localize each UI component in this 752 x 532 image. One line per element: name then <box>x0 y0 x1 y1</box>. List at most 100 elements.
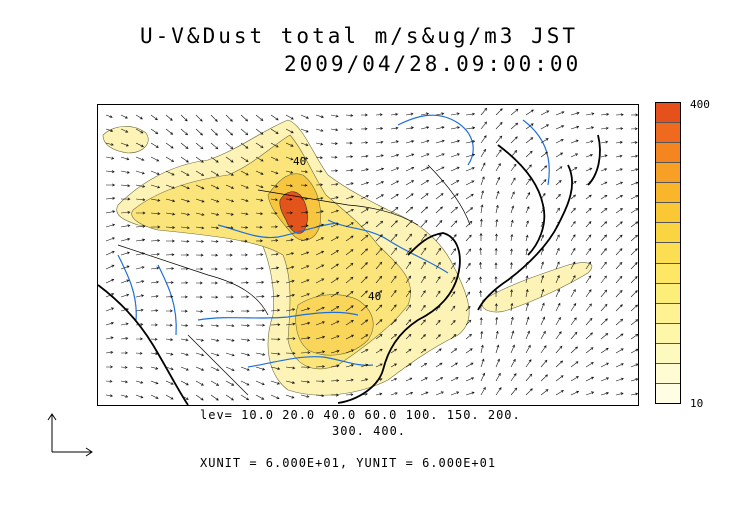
wind-vector <box>540 110 550 116</box>
wind-vector <box>165 380 174 385</box>
wind-vector <box>345 393 354 397</box>
wind-vector <box>450 126 461 130</box>
wind-vector <box>135 184 146 188</box>
wind-vector <box>585 362 594 368</box>
wind-vector <box>585 391 595 396</box>
wind-vector <box>585 221 592 228</box>
wind-vector <box>345 182 354 186</box>
wind-vector <box>435 334 441 340</box>
wind-vector <box>570 376 579 382</box>
wind-vector <box>360 392 368 396</box>
wind-vector <box>479 247 483 256</box>
wind-vector <box>405 206 414 214</box>
wind-vector <box>555 152 564 158</box>
wind-vector <box>495 121 503 130</box>
wind-vector <box>525 288 529 298</box>
wind-vector <box>345 127 353 131</box>
wind-vector <box>210 394 219 401</box>
wind-vector <box>570 390 580 396</box>
wind-vector <box>120 156 130 161</box>
wind-vector <box>615 140 623 144</box>
wind-vector <box>255 184 264 189</box>
wind-vector <box>240 170 249 176</box>
wind-vector <box>585 140 594 144</box>
wind-vector <box>315 128 324 132</box>
colorbar <box>655 102 681 404</box>
wind-vector <box>494 303 498 312</box>
wind-vector <box>450 153 460 158</box>
wind-vector <box>420 275 426 284</box>
wind-vector <box>255 366 266 371</box>
wind-vector <box>300 336 311 340</box>
wind-vector <box>390 247 398 256</box>
wind-vector <box>495 176 500 186</box>
wind-vector <box>330 209 339 214</box>
wind-vector <box>240 239 248 243</box>
colorbar-segment <box>656 323 680 344</box>
wind-vector <box>540 302 545 312</box>
wind-vector <box>300 197 309 201</box>
wind-vector <box>285 265 295 270</box>
wind-vector <box>330 196 339 200</box>
wind-vector <box>360 262 368 270</box>
wind-vector <box>330 169 339 173</box>
wind-vector <box>165 338 174 342</box>
wind-vector <box>150 252 160 256</box>
wind-vector <box>450 220 458 228</box>
wind-vector <box>435 391 444 396</box>
wind-vector <box>105 156 115 160</box>
wind-vector <box>375 127 384 130</box>
wind-vector <box>165 366 174 371</box>
wind-vector <box>135 198 146 202</box>
wind-vector <box>345 276 354 284</box>
wind-vector <box>270 352 281 356</box>
wind-vector <box>300 394 310 398</box>
wind-vector <box>570 302 577 312</box>
wind-vector <box>390 112 399 116</box>
wind-vector <box>135 252 146 256</box>
vector-unit-note: XUNIT = 6.000E+01, YUNIT = 6.000E+01 <box>200 456 497 470</box>
wind-vector <box>465 193 474 200</box>
wind-vector <box>375 261 383 270</box>
wind-vector <box>600 347 609 354</box>
wind-vector <box>270 239 279 242</box>
wind-vector <box>195 142 204 150</box>
wind-vector <box>180 142 189 150</box>
colorbar-segment <box>656 383 680 403</box>
wind-vector <box>150 294 159 298</box>
wind-vector <box>540 330 546 340</box>
wind-vector <box>510 316 514 326</box>
wind-vector <box>150 142 159 148</box>
wind-vector <box>120 197 131 201</box>
wind-vector <box>495 344 500 354</box>
wind-vector <box>480 386 486 396</box>
wind-vector <box>525 109 534 116</box>
wind-vector <box>615 195 624 200</box>
wind-vector <box>570 275 576 284</box>
wind-vector <box>585 112 595 116</box>
wind-vector <box>225 212 234 216</box>
wind-vector <box>360 276 368 284</box>
wind-vector <box>150 114 158 121</box>
wind-vector <box>195 170 205 176</box>
wind-vector <box>330 379 340 383</box>
dust-shading <box>102 119 593 396</box>
wind-vector <box>435 290 441 298</box>
wind-vector <box>540 389 549 396</box>
wind-vector <box>435 305 441 312</box>
wind-vector <box>615 127 624 131</box>
wind-vector <box>600 126 609 130</box>
wind-vector <box>360 378 369 382</box>
wind-vector <box>270 280 280 284</box>
wind-vector <box>405 247 412 256</box>
wind-vector <box>150 212 161 216</box>
wind-vector <box>315 156 324 160</box>
wind-vector <box>210 352 220 357</box>
wind-vector <box>210 226 220 230</box>
wind-vector <box>300 156 309 160</box>
wind-vector <box>240 114 249 122</box>
wind-vector <box>135 128 144 134</box>
wind-vector <box>390 140 399 144</box>
wind-vector <box>166 239 175 243</box>
wind-vector <box>420 112 430 116</box>
